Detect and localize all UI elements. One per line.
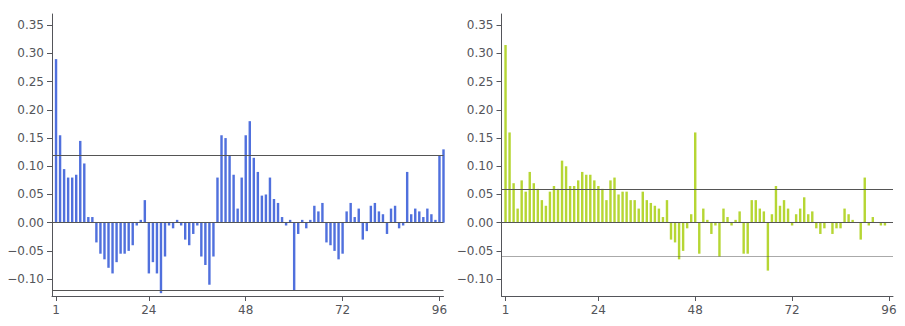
svg-text:48: 48 — [688, 303, 703, 317]
svg-text:−0.10: −0.10 — [7, 272, 44, 286]
svg-text:0.10: 0.10 — [17, 159, 44, 173]
svg-text:96: 96 — [881, 303, 896, 317]
svg-text:0.25: 0.25 — [467, 75, 494, 89]
svg-text:−0.10: −0.10 — [457, 272, 494, 286]
svg-text:72: 72 — [784, 303, 799, 317]
svg-text:96: 96 — [432, 303, 447, 317]
svg-text:1: 1 — [502, 303, 510, 317]
svg-text:0.10: 0.10 — [467, 159, 494, 173]
svg-text:24: 24 — [591, 303, 606, 317]
svg-text:48: 48 — [238, 303, 253, 317]
svg-text:0.20: 0.20 — [467, 103, 494, 117]
svg-text:0.20: 0.20 — [17, 103, 44, 117]
svg-text:0.35: 0.35 — [17, 18, 44, 32]
svg-text:0.35: 0.35 — [467, 18, 494, 32]
svg-text:−0.05: −0.05 — [7, 244, 44, 258]
svg-text:0.05: 0.05 — [467, 187, 494, 201]
svg-text:1: 1 — [52, 303, 60, 317]
svg-text:0.30: 0.30 — [17, 46, 44, 60]
svg-text:0.00: 0.00 — [467, 216, 494, 230]
svg-text:0.15: 0.15 — [467, 131, 494, 145]
svg-text:24: 24 — [141, 303, 156, 317]
svg-text:72: 72 — [335, 303, 350, 317]
svg-text:0.25: 0.25 — [17, 75, 44, 89]
svg-text:−0.05: −0.05 — [457, 244, 494, 258]
svg-text:0.15: 0.15 — [17, 131, 44, 145]
svg-text:0.00: 0.00 — [17, 216, 44, 230]
svg-text:0.30: 0.30 — [467, 46, 494, 60]
svg-text:0.05: 0.05 — [17, 187, 44, 201]
